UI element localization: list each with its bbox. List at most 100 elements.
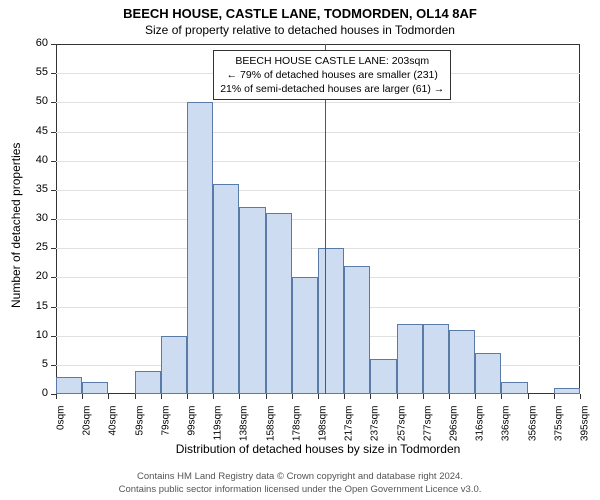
ytick-label: 55 <box>26 66 48 78</box>
ytick-label: 5 <box>26 358 48 370</box>
histogram-bar <box>292 277 318 394</box>
xtick-label: 356sqm <box>527 406 538 451</box>
xtick-mark <box>56 394 57 399</box>
footer-text: Contains HM Land Registry data © Crown c… <box>0 471 600 496</box>
xtick-label: 316sqm <box>475 406 486 451</box>
histogram-bar <box>475 353 501 394</box>
xtick-mark <box>554 394 555 399</box>
xtick-mark <box>449 394 450 399</box>
histogram-bar <box>370 359 396 394</box>
xtick-label: 257sqm <box>396 406 407 451</box>
histogram-bar <box>161 336 187 394</box>
xtick-mark <box>187 394 188 399</box>
grid-line <box>56 132 580 133</box>
xtick-label: 375sqm <box>553 406 564 451</box>
histogram-bar <box>239 207 265 394</box>
chart-subtitle: Size of property relative to detached ho… <box>0 21 600 37</box>
histogram-bar <box>554 388 580 394</box>
xtick-mark <box>475 394 476 399</box>
ytick-mark <box>51 365 56 366</box>
xtick-mark <box>135 394 136 399</box>
ytick-mark <box>51 190 56 191</box>
xtick-mark <box>292 394 293 399</box>
xtick-label: 40sqm <box>108 406 119 451</box>
xtick-mark <box>82 394 83 399</box>
ytick-mark <box>51 161 56 162</box>
y-axis-label: Number of detached properties <box>9 128 23 308</box>
ytick-label: 20 <box>26 270 48 282</box>
xtick-mark <box>318 394 319 399</box>
histogram-bar <box>318 248 344 394</box>
grid-line <box>56 219 580 220</box>
histogram-bar <box>397 324 423 394</box>
chart-title: BEECH HOUSE, CASTLE LANE, TODMORDEN, OL1… <box>0 0 600 21</box>
ytick-mark <box>51 248 56 249</box>
ytick-mark <box>51 73 56 74</box>
xtick-label: 296sqm <box>449 406 460 451</box>
histogram-bar <box>187 102 213 394</box>
annotation-line: BEECH HOUSE CASTLE LANE: 203sqm <box>220 54 444 68</box>
xtick-label: 138sqm <box>239 406 250 451</box>
xtick-label: 0sqm <box>56 406 67 451</box>
xtick-label: 395sqm <box>580 406 591 451</box>
ytick-mark <box>51 277 56 278</box>
grid-line <box>56 190 580 191</box>
xtick-label: 198sqm <box>318 406 329 451</box>
histogram-bar <box>82 382 108 394</box>
histogram-bar <box>423 324 449 394</box>
xtick-label: 178sqm <box>291 406 302 451</box>
annotation-box: BEECH HOUSE CASTLE LANE: 203sqm← 79% of … <box>213 50 451 101</box>
ytick-label: 40 <box>26 154 48 166</box>
grid-line <box>56 102 580 103</box>
ytick-label: 45 <box>26 125 48 137</box>
xtick-mark <box>423 394 424 399</box>
xtick-label: 217sqm <box>344 406 355 451</box>
histogram-bar <box>135 371 161 394</box>
ytick-mark <box>51 219 56 220</box>
ytick-label: 25 <box>26 241 48 253</box>
histogram-bar <box>56 377 82 395</box>
xtick-label: 336sqm <box>501 406 512 451</box>
ytick-label: 30 <box>26 212 48 224</box>
histogram-bar <box>213 184 239 394</box>
xtick-mark <box>239 394 240 399</box>
ytick-mark <box>51 336 56 337</box>
footer-line-2: Contains public sector information licen… <box>0 484 600 496</box>
xtick-label: 79sqm <box>160 406 171 451</box>
xtick-mark <box>528 394 529 399</box>
annotation-line: 21% of semi-detached houses are larger (… <box>220 82 444 96</box>
histogram-bar <box>449 330 475 394</box>
xtick-label: 59sqm <box>134 406 145 451</box>
ytick-label: 15 <box>26 300 48 312</box>
ytick-mark <box>51 44 56 45</box>
annotation-line: ← 79% of detached houses are smaller (23… <box>220 68 444 82</box>
ytick-label: 0 <box>26 387 48 399</box>
histogram-bar <box>344 266 370 394</box>
xtick-mark <box>501 394 502 399</box>
grid-line <box>56 161 580 162</box>
xtick-mark <box>108 394 109 399</box>
xtick-label: 99sqm <box>187 406 198 451</box>
xtick-mark <box>397 394 398 399</box>
ytick-mark <box>51 307 56 308</box>
xtick-label: 119sqm <box>213 406 224 451</box>
ytick-label: 35 <box>26 183 48 195</box>
xtick-mark <box>344 394 345 399</box>
xtick-label: 158sqm <box>265 406 276 451</box>
xtick-mark <box>266 394 267 399</box>
xtick-mark <box>213 394 214 399</box>
xtick-mark <box>161 394 162 399</box>
footer-line-1: Contains HM Land Registry data © Crown c… <box>0 471 600 483</box>
ytick-mark <box>51 102 56 103</box>
ytick-mark <box>51 132 56 133</box>
xtick-label: 277sqm <box>422 406 433 451</box>
ytick-label: 10 <box>26 329 48 341</box>
xtick-label: 20sqm <box>82 406 93 451</box>
ytick-label: 60 <box>26 37 48 49</box>
ytick-label: 50 <box>26 95 48 107</box>
xtick-mark <box>580 394 581 399</box>
histogram-bar <box>266 213 292 394</box>
xtick-mark <box>370 394 371 399</box>
histogram-bar <box>501 382 527 394</box>
xtick-label: 237sqm <box>370 406 381 451</box>
